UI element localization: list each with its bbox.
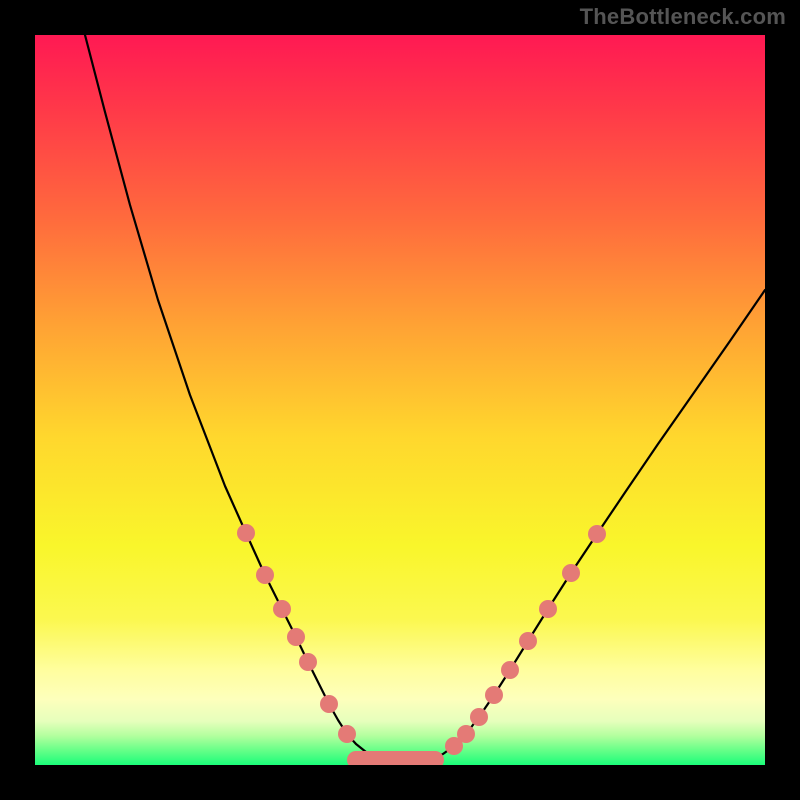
watermark-label: TheBottleneck.com [580, 4, 786, 30]
marker-left [338, 725, 356, 743]
marker-left [273, 600, 291, 618]
chart-container: TheBottleneck.com [0, 0, 800, 800]
chart-svg [0, 0, 800, 800]
marker-left [287, 628, 305, 646]
plot-area [35, 35, 765, 765]
marker-right [470, 708, 488, 726]
marker-left [299, 653, 317, 671]
marker-left [237, 524, 255, 542]
marker-left [320, 695, 338, 713]
marker-right [588, 525, 606, 543]
marker-right [501, 661, 519, 679]
marker-right [539, 600, 557, 618]
marker-right [457, 725, 475, 743]
marker-left [256, 566, 274, 584]
marker-right [519, 632, 537, 650]
marker-right [485, 686, 503, 704]
marker-right [562, 564, 580, 582]
